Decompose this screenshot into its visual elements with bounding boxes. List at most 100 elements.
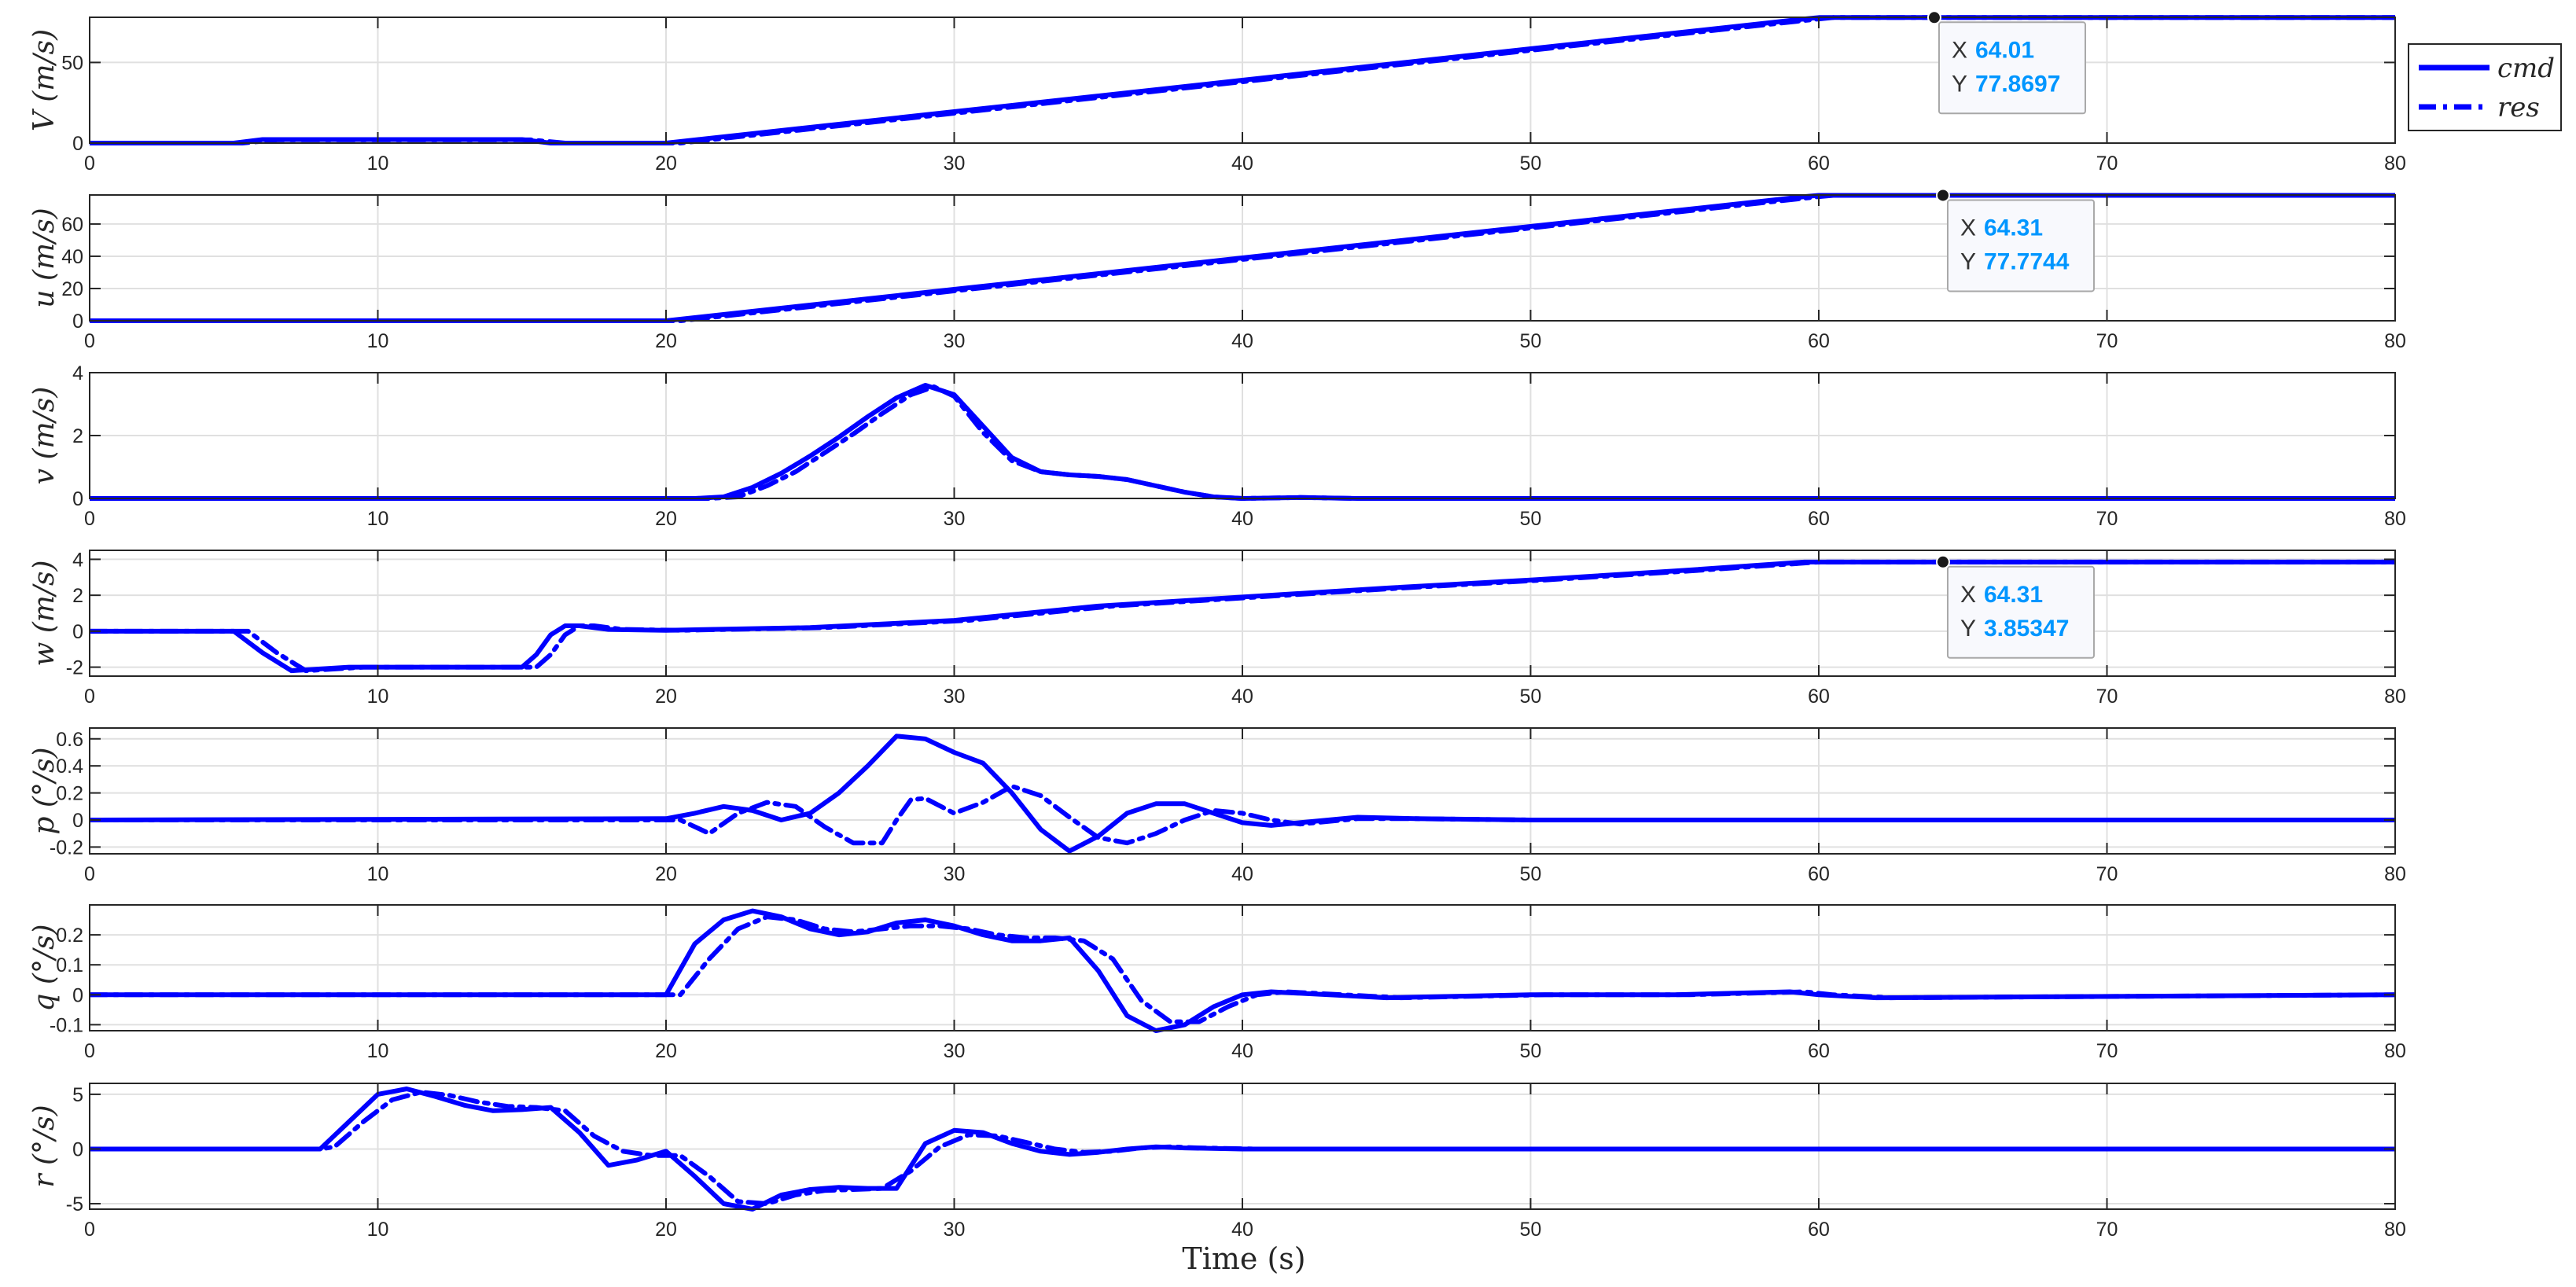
x-tick-label: 10 [367,330,389,352]
y-tick-label: 4 [72,362,83,384]
x-tick-label: 30 [944,330,966,352]
series-res-line [90,15,2395,145]
x-tick-label: 80 [2384,863,2406,885]
x-tick-label: 0 [84,863,95,885]
x-tick-label: 30 [944,1219,966,1241]
datatip-x-value: 64.31 [1984,582,2043,608]
y-tick-label: 0.6 [56,729,83,751]
x-tick-label: 40 [1231,508,1253,530]
y-tick-label: 0.1 [56,954,83,976]
x-tick-label: 70 [2096,863,2118,885]
y-axis-label: w (m/s) [28,560,61,666]
x-tick-label: 70 [2096,1040,2118,1062]
x-tick-label: 50 [1520,1040,1542,1062]
x-tick-label: 30 [944,863,966,885]
x-tick-label: 40 [1231,686,1253,708]
datatip[interactable]: X 64.31 Y 3.85347 [1935,554,2095,659]
x-tick-label: 0 [84,1219,95,1241]
y-axis-label: q (°/s) [28,924,61,1011]
x-tick-label: 70 [2096,508,2118,530]
x-tick-label: 60 [1808,508,1830,530]
x-tick-label: 80 [2384,508,2406,530]
datatip[interactable]: X 64.01 Y 77.8697 [1926,10,2086,115]
x-tick-label: 60 [1808,863,1830,885]
x-tick-label: 20 [655,1040,677,1062]
x-tick-label: 20 [655,330,677,352]
series-group [90,383,2395,501]
y-tick-label: 0.4 [56,756,83,778]
x-tick-label: 10 [367,153,389,175]
x-tick-label: 80 [2384,686,2406,708]
y-axis-label: u (m/s) [28,208,61,307]
datatip-marker[interactable] [1935,554,1950,569]
x-tick-label: 70 [2096,330,2118,352]
datatip-x-key: X [1960,215,1976,241]
x-tick-label: 60 [1808,153,1830,175]
y-tick-label: -5 [66,1193,83,1215]
datatip-y-key: Y [1960,248,1976,274]
datatip-y-key: Y [1960,616,1976,642]
x-tick-label: 60 [1808,330,1830,352]
series-group [90,734,2395,854]
legend-res-label: res [2497,92,2540,123]
datatip-box [1938,21,2086,115]
x-tick-label: 60 [1808,686,1830,708]
y-axis-label: v (m/s) [28,387,61,485]
y-tick-label: 0 [72,621,83,643]
x-tick-label: 20 [655,686,677,708]
x-axis-label: Time (s) [1182,1241,1305,1276]
x-tick-label: 40 [1231,153,1253,175]
datatip-y-key: Y [1952,71,1967,97]
y-tick-label: 0 [72,488,83,510]
x-tick-label: 50 [1520,153,1542,175]
datatip-marker[interactable] [1935,188,1950,203]
x-tick-label: 70 [2096,686,2118,708]
panel-5: 0 10 20 30 40 50 60 70 80-0.100.10.2q (°/s) [28,904,2406,1062]
y-tick-label: 5 [72,1084,83,1106]
series-res-line [90,1090,2395,1206]
x-tick-label: 10 [367,1219,389,1241]
datatip-marker[interactable] [1926,10,1941,25]
series-res-line [90,384,2395,501]
x-tick-label: 40 [1231,1219,1253,1241]
datatip-y-value: 77.8697 [1975,71,2060,97]
x-tick-label: 50 [1520,1219,1542,1241]
y-tick-label: 50 [61,52,83,74]
x-tick-label: 80 [2384,330,2406,352]
datatip-box [1946,565,2095,659]
x-tick-label: 20 [655,863,677,885]
x-tick-label: 10 [367,508,389,530]
x-tick-label: 40 [1231,330,1253,352]
y-tick-label: 2 [72,585,83,607]
datatip-y-value: 3.85347 [1984,616,2069,642]
x-tick-label: 30 [944,153,966,175]
x-tick-label: 50 [1520,686,1542,708]
x-tick-label: 50 [1520,330,1542,352]
x-tick-label: 0 [84,508,95,530]
x-tick-label: 70 [2096,153,2118,175]
x-tick-label: 0 [84,1040,95,1062]
panel-4: 0 10 20 30 40 50 60 70 80-0.200.20.40.6p (°/s) [28,727,2406,885]
y-tick-label: 2 [72,425,83,447]
x-tick-label: 10 [367,863,389,885]
x-tick-label: 50 [1520,508,1542,530]
datatip-x-value: 64.31 [1984,215,2043,241]
x-tick-label: 40 [1231,863,1253,885]
x-tick-label: 80 [2384,1040,2406,1062]
x-tick-label: 10 [367,686,389,708]
series-group [90,1087,2395,1212]
y-tick-label: 40 [61,246,83,268]
datatip[interactable]: X 64.31 Y 77.7744 [1935,188,2095,292]
x-tick-label: 50 [1520,863,1542,885]
series-group [90,15,2395,145]
datatip-x-key: X [1952,37,1967,63]
legend[interactable]: cmd res [2408,43,2562,131]
y-axis-label: p (°/s) [28,747,61,834]
series-res-line [90,784,2395,846]
